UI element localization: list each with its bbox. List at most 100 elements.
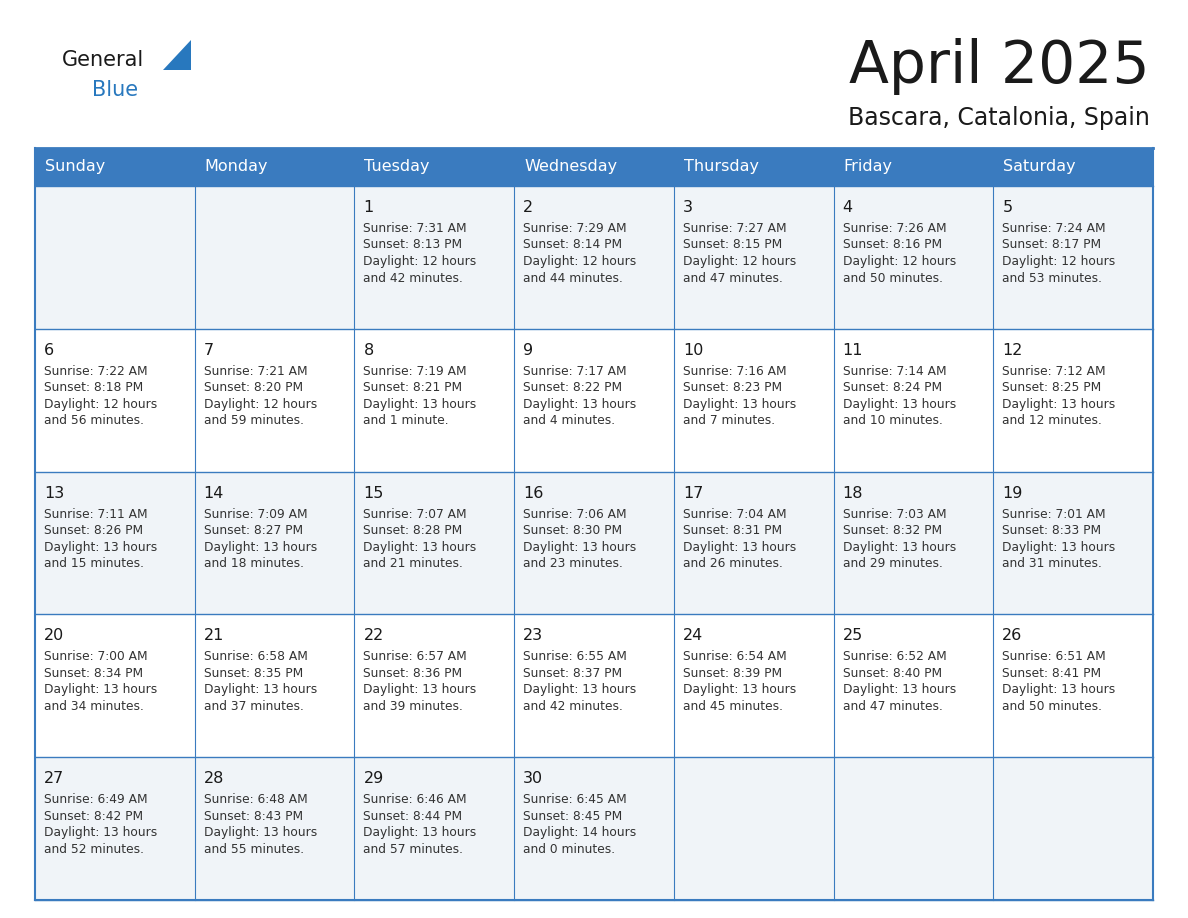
Text: Sunset: 8:18 PM: Sunset: 8:18 PM	[44, 381, 144, 395]
Text: and 1 minute.: and 1 minute.	[364, 414, 449, 427]
Text: 17: 17	[683, 486, 703, 500]
Text: Thursday: Thursday	[684, 160, 759, 174]
Text: and 52 minutes.: and 52 minutes.	[44, 843, 144, 856]
Text: Daylight: 13 hours: Daylight: 13 hours	[364, 683, 476, 697]
Text: 3: 3	[683, 200, 693, 215]
Text: 24: 24	[683, 629, 703, 644]
Text: General: General	[62, 50, 144, 70]
Bar	[34, 329, 1154, 472]
Text: and 26 minutes.: and 26 minutes.	[683, 557, 783, 570]
Text: Sunrise: 7:09 AM: Sunrise: 7:09 AM	[203, 508, 308, 521]
Text: Friday: Friday	[843, 160, 892, 174]
Text: Sunrise: 6:52 AM: Sunrise: 6:52 AM	[842, 650, 947, 664]
Text: Daylight: 12 hours: Daylight: 12 hours	[842, 255, 956, 268]
Text: 21: 21	[203, 629, 225, 644]
Text: Sunrise: 6:58 AM: Sunrise: 6:58 AM	[203, 650, 308, 664]
Text: Sunrise: 7:07 AM: Sunrise: 7:07 AM	[364, 508, 467, 521]
Text: Daylight: 12 hours: Daylight: 12 hours	[523, 255, 637, 268]
Bar	[34, 757, 1154, 900]
Text: Sunday: Sunday	[45, 160, 106, 174]
Text: and 12 minutes.: and 12 minutes.	[1003, 414, 1102, 427]
Text: Sunrise: 7:19 AM: Sunrise: 7:19 AM	[364, 364, 467, 378]
Text: Sunset: 8:23 PM: Sunset: 8:23 PM	[683, 381, 782, 395]
Text: 26: 26	[1003, 629, 1023, 644]
Text: 25: 25	[842, 629, 862, 644]
Text: and 55 minutes.: and 55 minutes.	[203, 843, 304, 856]
Text: and 7 minutes.: and 7 minutes.	[683, 414, 775, 427]
Text: and 23 minutes.: and 23 minutes.	[523, 557, 623, 570]
Text: Sunset: 8:36 PM: Sunset: 8:36 PM	[364, 666, 462, 680]
Text: 6: 6	[44, 342, 55, 358]
Text: Sunset: 8:42 PM: Sunset: 8:42 PM	[44, 810, 143, 823]
Text: Wednesday: Wednesday	[524, 160, 618, 174]
Text: Daylight: 13 hours: Daylight: 13 hours	[523, 541, 637, 554]
Text: 28: 28	[203, 771, 225, 786]
Text: 22: 22	[364, 629, 384, 644]
Text: Blue: Blue	[91, 80, 138, 100]
Text: Sunset: 8:31 PM: Sunset: 8:31 PM	[683, 524, 782, 537]
Text: Sunset: 8:40 PM: Sunset: 8:40 PM	[842, 666, 942, 680]
Text: Sunset: 8:39 PM: Sunset: 8:39 PM	[683, 666, 782, 680]
Text: Sunrise: 7:14 AM: Sunrise: 7:14 AM	[842, 364, 946, 378]
Text: Sunrise: 7:12 AM: Sunrise: 7:12 AM	[1003, 364, 1106, 378]
Text: Daylight: 13 hours: Daylight: 13 hours	[203, 541, 317, 554]
Text: and 50 minutes.: and 50 minutes.	[842, 272, 942, 285]
Text: Monday: Monday	[204, 160, 268, 174]
Text: 23: 23	[523, 629, 543, 644]
Text: Sunrise: 7:16 AM: Sunrise: 7:16 AM	[683, 364, 786, 378]
Text: Sunset: 8:25 PM: Sunset: 8:25 PM	[1003, 381, 1101, 395]
Bar	[34, 472, 1154, 614]
Text: and 59 minutes.: and 59 minutes.	[203, 414, 304, 427]
Text: 11: 11	[842, 342, 862, 358]
Text: and 18 minutes.: and 18 minutes.	[203, 557, 304, 570]
Text: Sunrise: 7:03 AM: Sunrise: 7:03 AM	[842, 508, 946, 521]
Text: Sunrise: 7:06 AM: Sunrise: 7:06 AM	[523, 508, 627, 521]
Text: 29: 29	[364, 771, 384, 786]
Text: Sunset: 8:34 PM: Sunset: 8:34 PM	[44, 666, 143, 680]
Text: Sunrise: 7:24 AM: Sunrise: 7:24 AM	[1003, 222, 1106, 235]
Text: 19: 19	[1003, 486, 1023, 500]
Text: Sunrise: 7:21 AM: Sunrise: 7:21 AM	[203, 364, 308, 378]
Text: Bascara, Catalonia, Spain: Bascara, Catalonia, Spain	[848, 106, 1150, 130]
Text: Sunrise: 6:45 AM: Sunrise: 6:45 AM	[523, 793, 627, 806]
Text: and 42 minutes.: and 42 minutes.	[364, 272, 463, 285]
Text: Daylight: 13 hours: Daylight: 13 hours	[44, 683, 157, 697]
Text: Sunrise: 7:27 AM: Sunrise: 7:27 AM	[683, 222, 786, 235]
Text: Sunrise: 7:01 AM: Sunrise: 7:01 AM	[1003, 508, 1106, 521]
Text: Sunset: 8:21 PM: Sunset: 8:21 PM	[364, 381, 462, 395]
Text: Daylight: 13 hours: Daylight: 13 hours	[1003, 541, 1116, 554]
Text: 12: 12	[1003, 342, 1023, 358]
Text: 1: 1	[364, 200, 374, 215]
Text: Daylight: 13 hours: Daylight: 13 hours	[683, 397, 796, 410]
Text: and 50 minutes.: and 50 minutes.	[1003, 700, 1102, 713]
Text: Sunrise: 6:51 AM: Sunrise: 6:51 AM	[1003, 650, 1106, 664]
Text: 10: 10	[683, 342, 703, 358]
Text: 2: 2	[523, 200, 533, 215]
Text: Daylight: 12 hours: Daylight: 12 hours	[1003, 255, 1116, 268]
Text: 15: 15	[364, 486, 384, 500]
Text: Daylight: 14 hours: Daylight: 14 hours	[523, 826, 637, 839]
Text: and 31 minutes.: and 31 minutes.	[1003, 557, 1102, 570]
Text: 27: 27	[44, 771, 64, 786]
Text: and 57 minutes.: and 57 minutes.	[364, 843, 463, 856]
Text: Daylight: 13 hours: Daylight: 13 hours	[842, 683, 956, 697]
Text: Daylight: 13 hours: Daylight: 13 hours	[44, 541, 157, 554]
Text: Sunset: 8:20 PM: Sunset: 8:20 PM	[203, 381, 303, 395]
Text: and 47 minutes.: and 47 minutes.	[842, 700, 942, 713]
Text: and 10 minutes.: and 10 minutes.	[842, 414, 942, 427]
Text: Daylight: 13 hours: Daylight: 13 hours	[44, 826, 157, 839]
Text: Sunrise: 7:29 AM: Sunrise: 7:29 AM	[523, 222, 627, 235]
Text: and 44 minutes.: and 44 minutes.	[523, 272, 623, 285]
Text: and 0 minutes.: and 0 minutes.	[523, 843, 615, 856]
Text: Sunrise: 7:04 AM: Sunrise: 7:04 AM	[683, 508, 786, 521]
Text: Sunset: 8:41 PM: Sunset: 8:41 PM	[1003, 666, 1101, 680]
Text: and 42 minutes.: and 42 minutes.	[523, 700, 623, 713]
Text: Sunset: 8:35 PM: Sunset: 8:35 PM	[203, 666, 303, 680]
Text: and 47 minutes.: and 47 minutes.	[683, 272, 783, 285]
Text: Daylight: 13 hours: Daylight: 13 hours	[842, 541, 956, 554]
Text: and 29 minutes.: and 29 minutes.	[842, 557, 942, 570]
Text: 13: 13	[44, 486, 64, 500]
Text: Sunset: 8:37 PM: Sunset: 8:37 PM	[523, 666, 623, 680]
Text: 5: 5	[1003, 200, 1012, 215]
Text: Daylight: 13 hours: Daylight: 13 hours	[203, 826, 317, 839]
